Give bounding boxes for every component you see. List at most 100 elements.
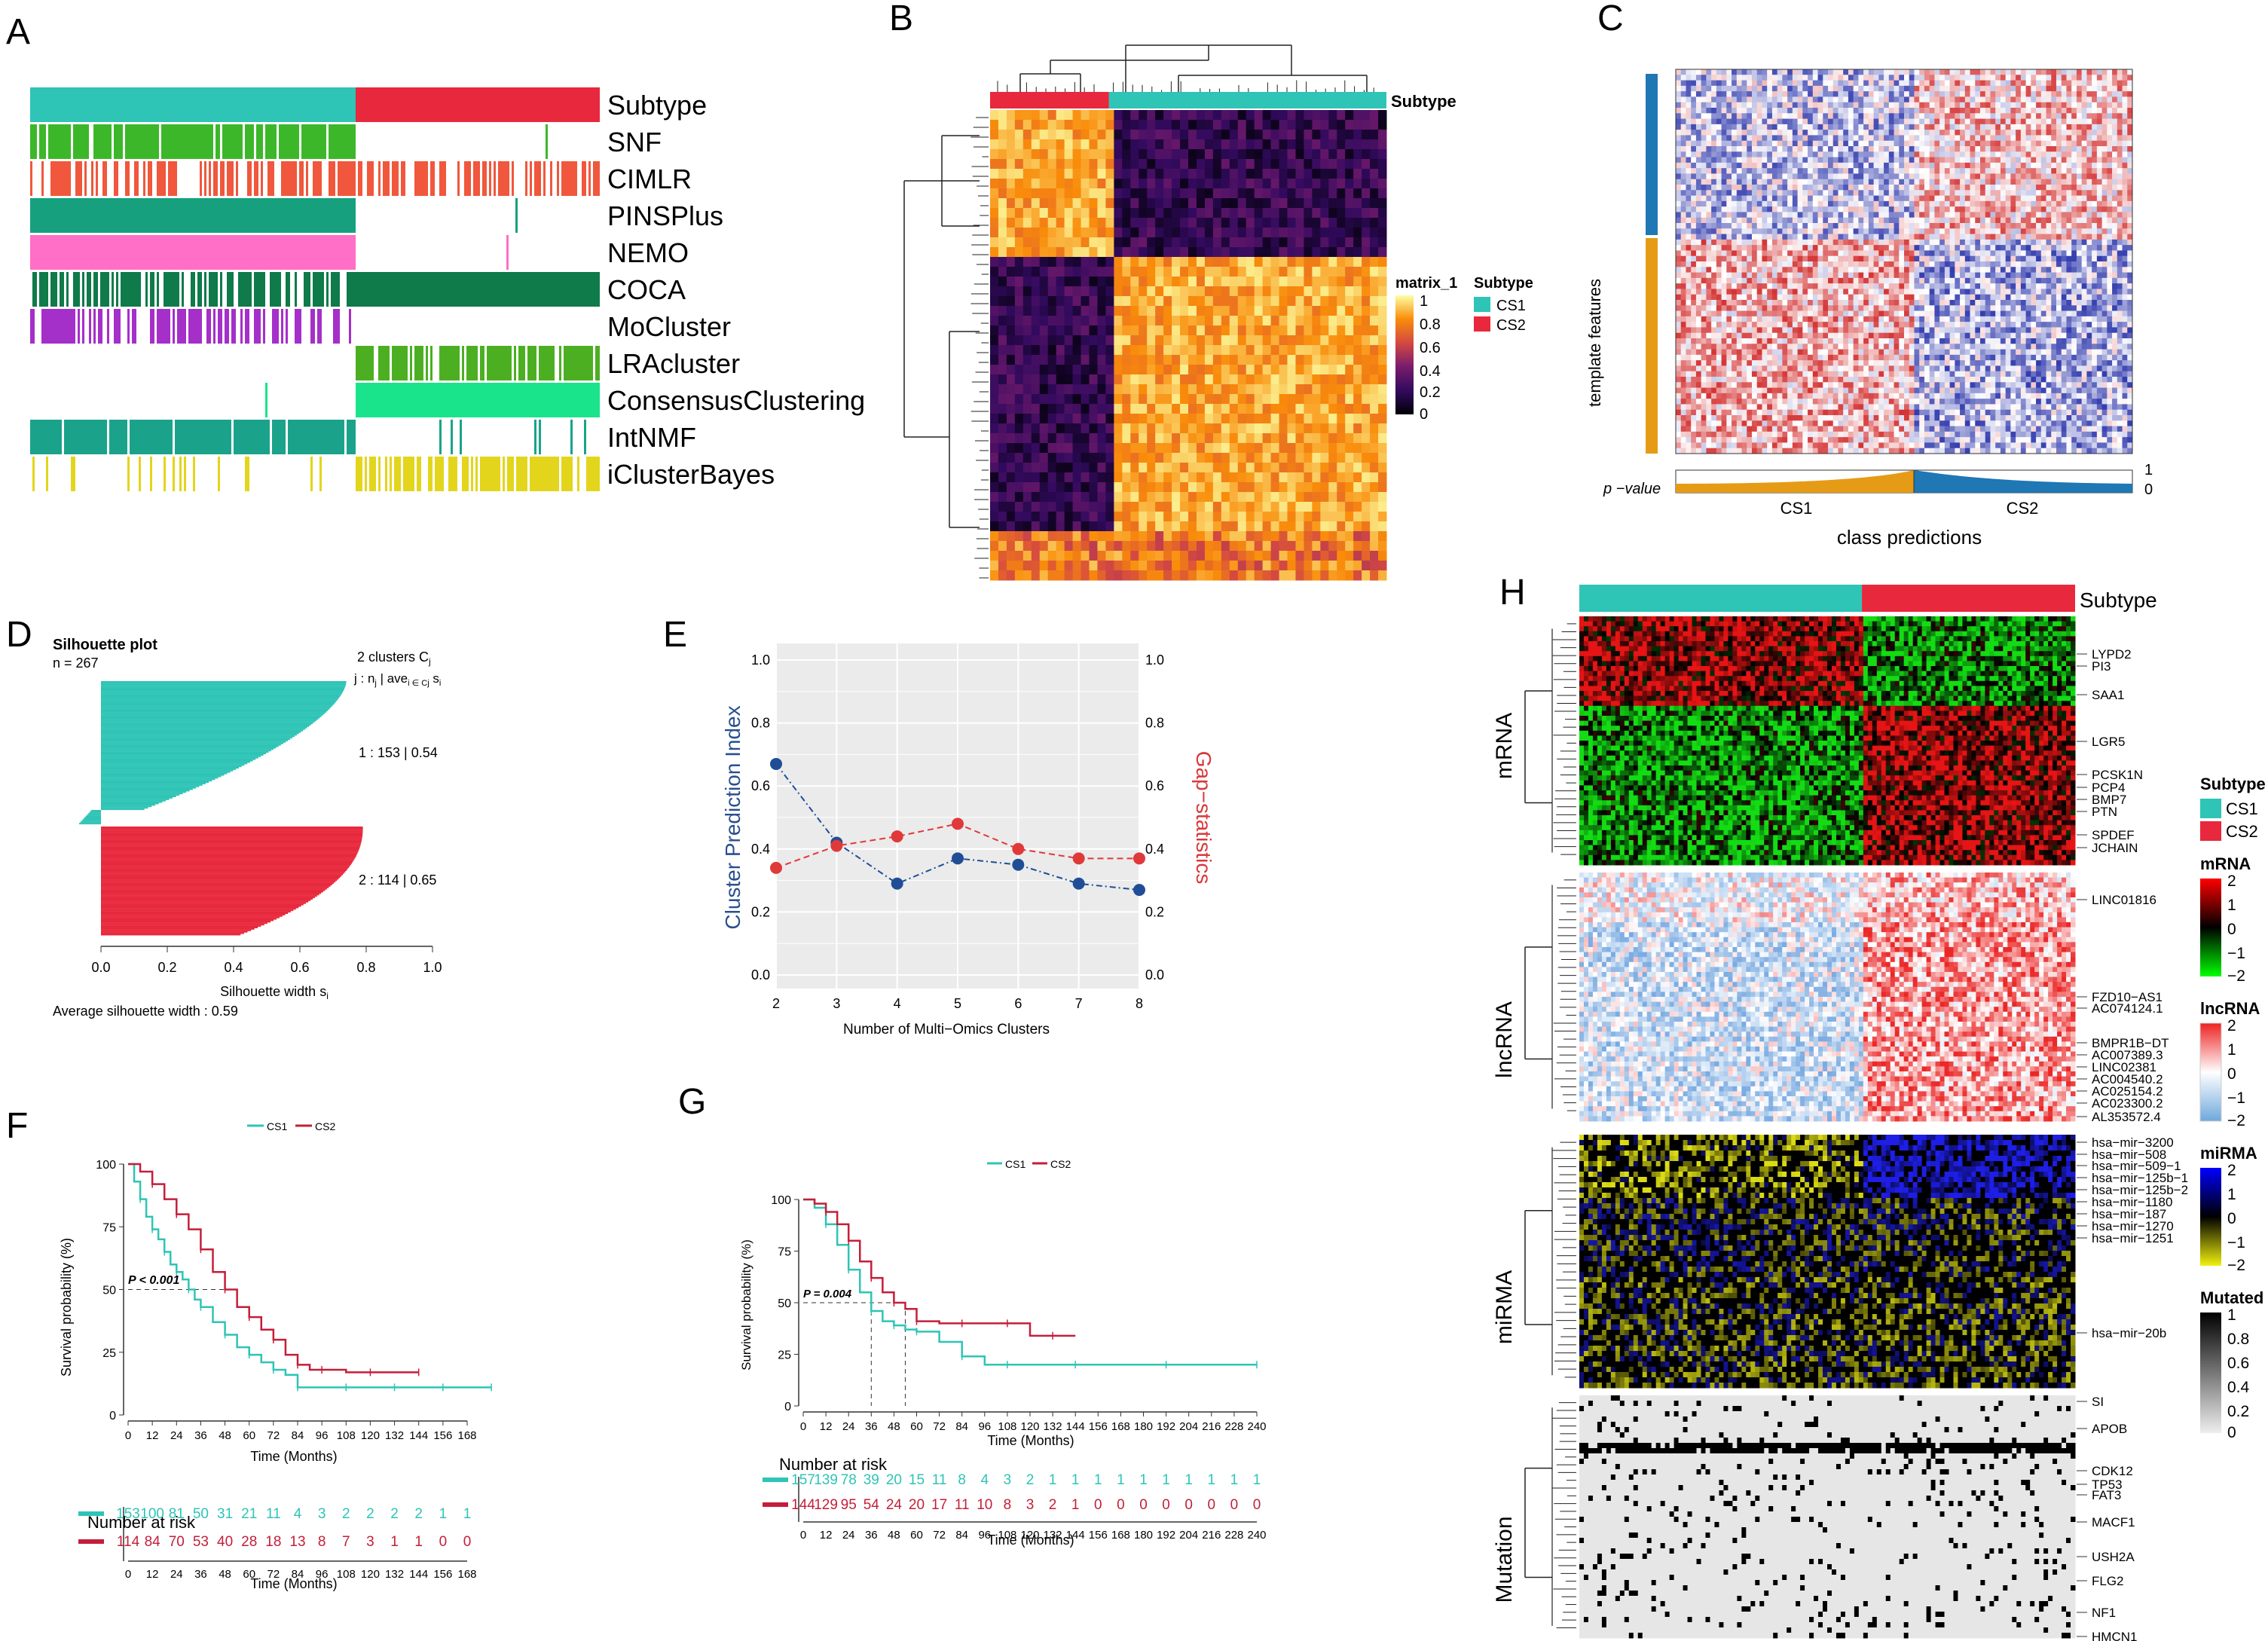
matrix-cell <box>1047 394 1057 405</box>
ntp-cell <box>2040 124 2047 130</box>
matrix-cell <box>1270 247 1280 258</box>
matrix-cell <box>1072 384 1082 395</box>
matrix-cell <box>1114 512 1123 522</box>
ntp-cell <box>1990 108 1996 114</box>
ntp-cell <box>1929 130 1935 136</box>
cell <box>530 383 532 417</box>
cell <box>168 420 170 454</box>
matrix-cell <box>1237 570 1247 581</box>
matrix-cell <box>1337 228 1346 238</box>
ntp-cell <box>2071 85 2077 92</box>
ntp-cell <box>1990 113 1996 120</box>
ntp-cell <box>1762 113 1768 120</box>
cell <box>367 346 369 380</box>
ntp-cell <box>1894 80 1900 87</box>
matrix-cell <box>1039 257 1049 267</box>
ntp-cell <box>2071 69 2077 75</box>
ntp-cell <box>1884 75 1890 81</box>
ntp-cell <box>1823 130 1829 136</box>
ntp-cell <box>1894 135 1900 142</box>
matrix-cell <box>1047 139 1057 150</box>
cell <box>381 272 383 307</box>
ntp-cell <box>1914 130 1920 136</box>
matrix-cell <box>1147 139 1156 150</box>
matrix-cell <box>1089 139 1098 150</box>
ntp-cell <box>1929 75 1935 81</box>
matrix-cell <box>1221 198 1230 209</box>
cell <box>283 198 286 233</box>
cell <box>442 383 444 417</box>
matrix-cell <box>1006 472 1016 483</box>
cell <box>164 161 166 196</box>
cell <box>286 235 288 270</box>
matrix-cell <box>1081 296 1090 307</box>
cell <box>277 309 279 344</box>
ntp-cell <box>2000 140 2007 147</box>
matrix-cell <box>1056 267 1065 277</box>
matrix-cell <box>1270 512 1280 522</box>
matrix-cell <box>1204 306 1214 316</box>
matrix-cell <box>1254 355 1264 365</box>
matrix-cell <box>1196 521 1206 532</box>
matrix-cell <box>1056 365 1065 375</box>
ntp-cell <box>1762 108 1768 114</box>
cell <box>184 457 186 491</box>
matrix-cell <box>1180 443 1189 454</box>
matrix-cell <box>1254 502 1264 512</box>
matrix-cell <box>1287 423 1296 434</box>
matrix-cell <box>1279 561 1288 571</box>
matrix-cell <box>1295 414 1304 424</box>
annotation-cs1 <box>1108 92 1386 108</box>
ntp-cell <box>1909 118 1915 125</box>
cell <box>351 161 353 196</box>
matrix-cell <box>1163 286 1172 297</box>
matrix-cell <box>1229 325 1239 336</box>
cell <box>50 309 53 344</box>
ntp-cell <box>1964 75 1971 81</box>
matrix-cell <box>1262 561 1272 571</box>
ntp-cell <box>2107 113 2113 120</box>
matrix-cell <box>1006 541 1016 552</box>
matrix-cell <box>1370 286 1379 297</box>
matrix-cell <box>1237 384 1247 395</box>
cell <box>491 346 494 380</box>
cell <box>195 124 197 159</box>
cell <box>405 383 408 417</box>
cell <box>546 124 548 159</box>
cell <box>322 198 324 233</box>
matrix-cell <box>1345 472 1354 483</box>
matrix-cell <box>1312 296 1321 307</box>
matrix-cell <box>1022 257 1032 267</box>
cell <box>349 235 351 270</box>
matrix-cell <box>1320 208 1329 218</box>
cell <box>240 272 243 307</box>
matrix-cell <box>1254 404 1264 414</box>
cell <box>279 124 281 159</box>
matrix-cell <box>1320 561 1329 571</box>
cell <box>267 198 270 233</box>
matrix-cell <box>1229 541 1239 552</box>
matrix-cell <box>1180 355 1189 365</box>
matrix-cell <box>1287 492 1296 503</box>
matrix-cell <box>1328 316 1337 326</box>
cell <box>283 420 286 454</box>
matrix-cell <box>1287 198 1296 209</box>
ntp-cell <box>2071 80 2077 87</box>
matrix-cell <box>1353 414 1362 424</box>
cell <box>324 198 326 233</box>
ntp-cell <box>1838 69 1844 75</box>
matrix-cell <box>1378 570 1387 581</box>
cell <box>265 420 267 454</box>
row-label-mocluster: MoCluster <box>607 311 731 342</box>
matrix-cell <box>1328 384 1337 395</box>
cell <box>310 124 313 159</box>
matrix-cell <box>1114 296 1123 307</box>
cell <box>220 198 222 233</box>
matrix-cell <box>1172 423 1181 434</box>
matrix-cell <box>1320 453 1329 463</box>
matrix-cell <box>1064 130 1074 140</box>
cell <box>548 383 550 417</box>
ntp-cell <box>1817 118 1823 125</box>
matrix-cell <box>1047 267 1057 277</box>
cell <box>301 235 304 270</box>
